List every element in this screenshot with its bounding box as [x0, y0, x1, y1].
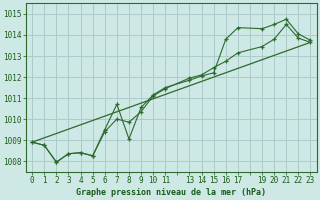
X-axis label: Graphe pression niveau de la mer (hPa): Graphe pression niveau de la mer (hPa)	[76, 188, 266, 197]
